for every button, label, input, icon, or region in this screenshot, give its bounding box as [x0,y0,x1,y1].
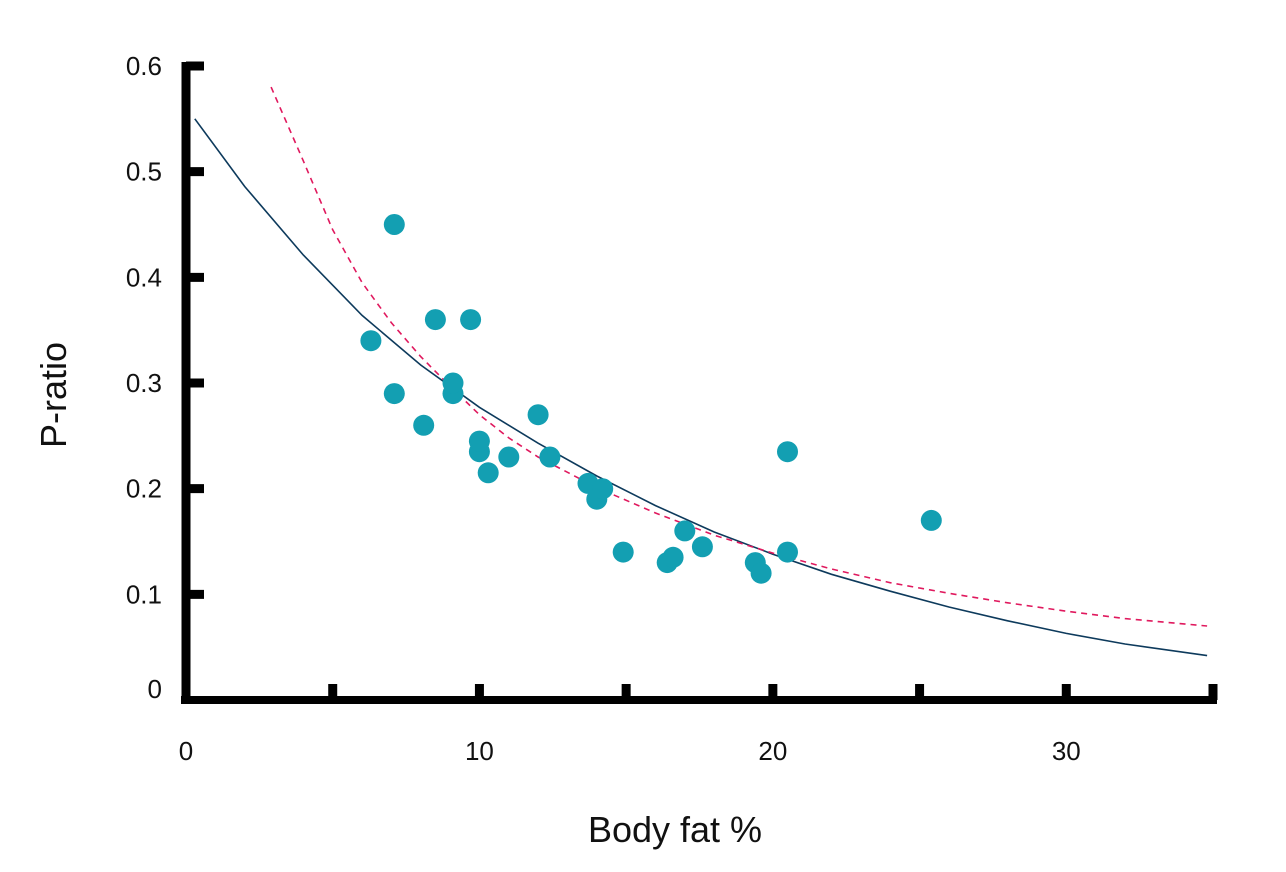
fit-curve-solid [194,118,1208,657]
data-point [477,462,499,484]
y-tick-label: 0.3 [126,368,162,398]
y-tick-label: 0.1 [126,579,162,609]
data-point [691,536,713,558]
data-point [360,330,382,352]
y-ticks: 0 0.1 0.2 0.3 0.4 0.5 0.6 [126,51,204,704]
x-tick-label: 0 [179,736,193,766]
data-point [777,441,798,463]
data-point [413,414,435,436]
fit-curves [194,86,1208,657]
axes [181,62,1217,704]
data-point [383,214,405,235]
data-point [662,546,684,568]
data-point [674,520,696,542]
data-point [750,562,772,584]
x-tick-label: 20 [758,736,787,766]
y-tick-label: 0.5 [126,157,162,187]
data-point [442,372,464,394]
data-point [383,383,405,405]
y-tick-label: 0 [148,674,162,704]
y-tick-label: 0.4 [126,262,162,292]
data-point [612,541,634,563]
data-point [424,309,446,331]
data-points [360,214,942,584]
y-axis-title: P-ratio [33,342,74,448]
data-point [777,541,798,563]
data-point [460,309,482,331]
data-point [498,446,520,468]
x-tick-label: 10 [465,736,494,766]
data-point [468,430,490,452]
data-point [527,404,549,426]
data-point [592,478,614,500]
data-point [920,509,942,531]
x-ticks: 0 10 20 30 [179,684,1218,766]
x-tick-label: 30 [1052,736,1081,766]
x-axis-title: Body fat % [588,809,762,850]
y-tick-label: 0.2 [126,474,162,504]
data-point [539,446,561,468]
y-tick-label: 0.6 [126,51,162,81]
